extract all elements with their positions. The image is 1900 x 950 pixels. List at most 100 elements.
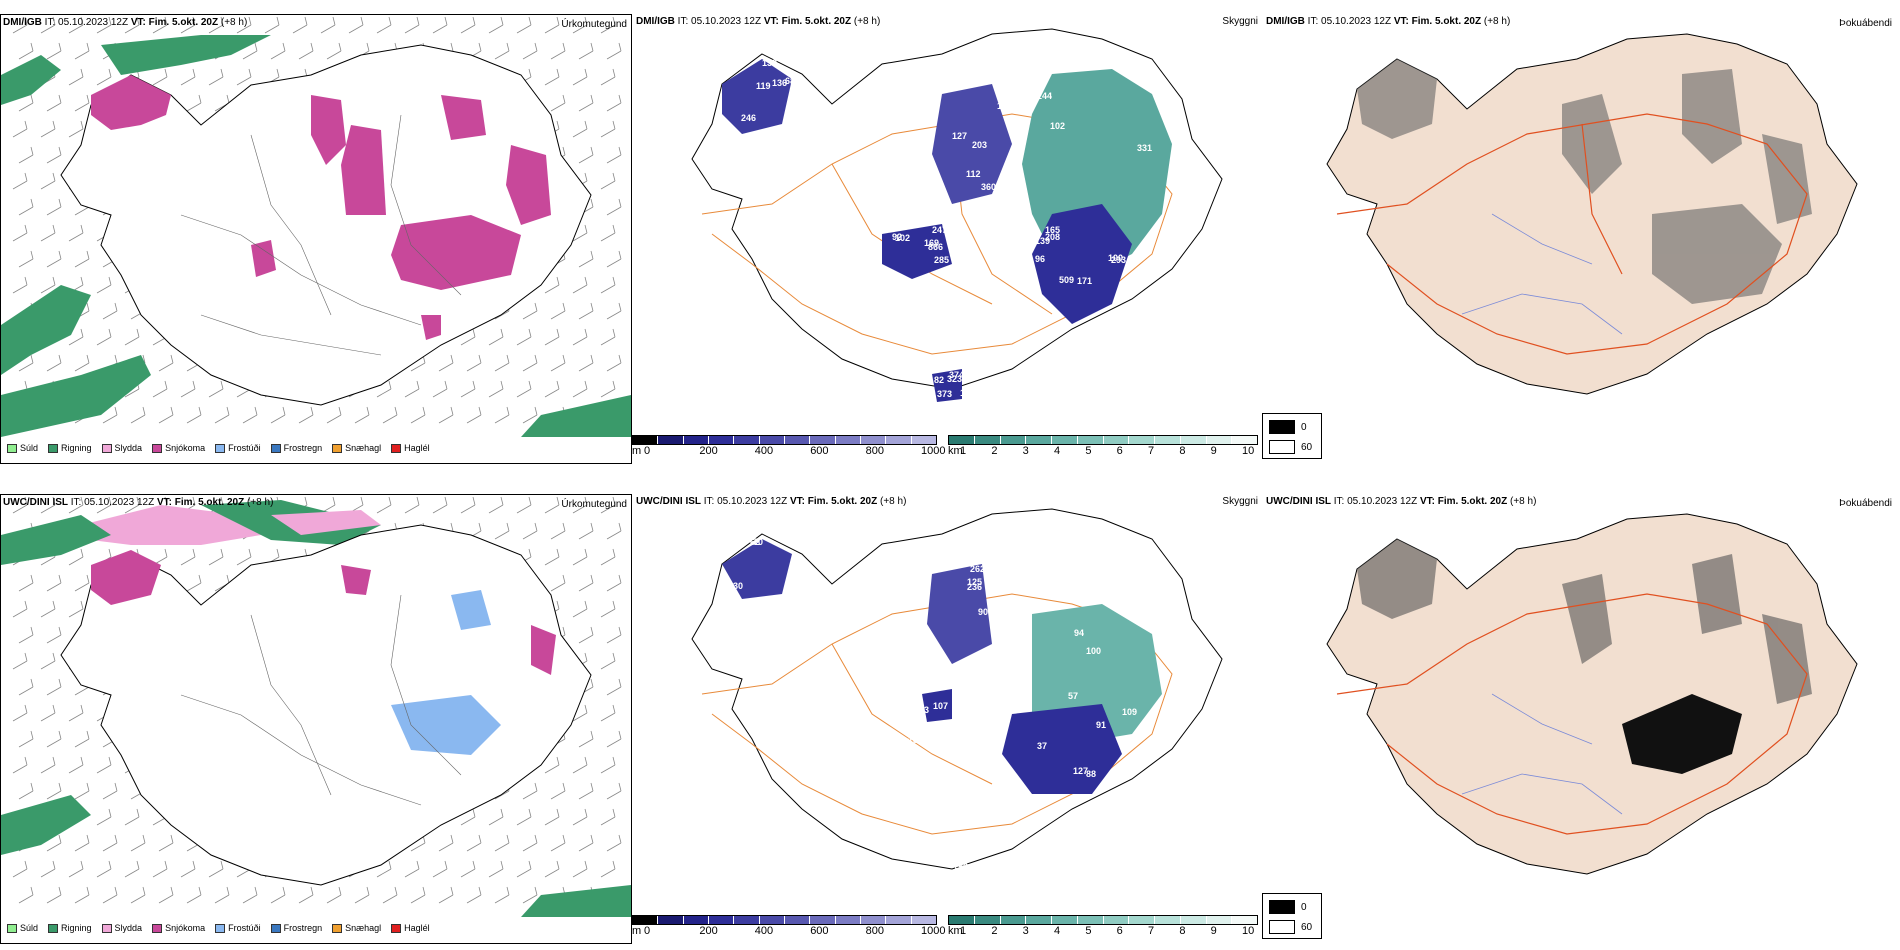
cloud-base-label: 107 (933, 701, 948, 711)
wind-barb (242, 42, 258, 60)
rain-area (521, 395, 631, 437)
fog-title-top: Þokuábendi (1839, 18, 1892, 29)
visibility-tick-label: 7 (1148, 925, 1155, 937)
ceiling-colorbar (632, 915, 937, 925)
wind-barb (516, 860, 532, 878)
wind-barb (516, 496, 532, 514)
precip-legend-item: Súld (7, 443, 38, 453)
snow-area (531, 625, 556, 675)
cloud-title-bottom: Skyggni (1222, 496, 1258, 507)
wind-barb (544, 860, 560, 878)
wind-barb (600, 496, 616, 514)
wind-barb (46, 354, 62, 372)
precip-legend-item: Haglél (391, 443, 430, 453)
visibility-unit: km (948, 445, 963, 457)
fog-title-bottom: Þokuábendi (1839, 498, 1892, 509)
precip-legend-item: Slydda (101, 923, 142, 933)
roads-rivers (180, 114, 462, 356)
wind-barb (12, 276, 28, 294)
visibility-tick-label: 9 (1210, 445, 1217, 457)
snow-area (91, 75, 171, 130)
wind-barb (488, 860, 504, 878)
wind-barb (606, 574, 622, 592)
legend-swatch (391, 443, 402, 453)
wind-barb (18, 730, 34, 748)
wind-barb (432, 496, 448, 514)
wind-barb (494, 886, 510, 904)
wind-barb (320, 16, 336, 34)
wind-barb (544, 16, 560, 34)
visibility-tick-label: 10 (1242, 445, 1255, 457)
visibility-tick-label: 1 (960, 445, 967, 457)
wind-barb (68, 548, 84, 566)
wind-barb (600, 16, 616, 34)
wind-barb (130, 406, 146, 424)
fog-legend-swatch (1269, 420, 1295, 434)
ceiling-color-cell (835, 916, 861, 924)
snow-area (91, 550, 161, 605)
wind-barb (544, 276, 560, 294)
wind-barb (466, 406, 482, 424)
visibility-color-cell (949, 436, 975, 444)
wind-barb (298, 42, 314, 60)
wind-barb (572, 808, 588, 826)
wind-barb (186, 886, 202, 904)
ceiling-area (722, 539, 792, 599)
visibility-tick-label: 2 (991, 925, 998, 937)
wind-barb (186, 406, 202, 424)
wind-barb (12, 652, 28, 670)
wind-barb (208, 548, 224, 566)
wind-barb (550, 42, 566, 60)
precip-legend-item: Slydda (101, 443, 142, 453)
wind-barb (68, 120, 84, 138)
ceiling-color-cell (708, 916, 735, 924)
wind-barb (438, 834, 454, 852)
snow-area (341, 125, 386, 215)
wind-barb (572, 600, 588, 618)
wind-barb (572, 16, 588, 34)
legend-label: Rigning (61, 443, 92, 453)
wind-barb (550, 522, 566, 540)
wind-barb (376, 380, 392, 398)
fog-areas (1357, 59, 1812, 304)
visibility-labels: km 1 2 3 4 5 6 7 8 9 10 (948, 445, 1258, 457)
cloud-base-label: 185 (908, 735, 923, 745)
visibility-tick-label: 10 (1242, 925, 1255, 937)
precip-legend-item: Rigning (48, 923, 92, 933)
precip-legend-top: Súld Rigning Slydda Snjókoma Frostúði Frostre… (1, 443, 631, 453)
rain-area (1, 355, 151, 437)
wind-barb (600, 600, 616, 618)
cloud-base-label: 374 (949, 370, 964, 380)
wind-barb (74, 42, 90, 60)
cloud-base-label: 91 (1096, 720, 1106, 730)
ceiling-area (882, 224, 952, 279)
wind-barb (572, 120, 588, 138)
cloud-base-label: 163 (953, 859, 968, 869)
ceiling-tick-label: 600 (810, 445, 829, 457)
visibility-color-cell (1180, 436, 1207, 444)
ceiling-labels: m 0 200 400 600 800 1000 (632, 445, 945, 457)
roads (1336, 593, 1808, 835)
wind-barb (522, 522, 538, 540)
wind-barb (180, 380, 196, 398)
fog-header-top: DMI/IGB IT: 05.10.2023 12Z VT: Fim. 5.ok… (1266, 16, 1511, 27)
wind-barb (40, 276, 56, 294)
legend-label: Rigning (61, 923, 92, 933)
wind-barb (158, 354, 174, 372)
wind-barb (606, 782, 622, 800)
precip-legend-item: Frostúði (215, 443, 261, 453)
wind-barb (96, 496, 112, 514)
wind-barb (382, 886, 398, 904)
ceiling-color-cell (734, 436, 760, 444)
freezing-drizzle-area (391, 695, 501, 755)
visibility-tick-label: 1 (960, 925, 967, 937)
ceiling-color-cell (759, 916, 785, 924)
wind-barb (354, 886, 370, 904)
visibility-color-cell (1026, 916, 1052, 924)
wind-barb (40, 172, 56, 190)
wind-barb (68, 68, 84, 86)
ceiling-color-cell (658, 916, 684, 924)
wind-barb (18, 678, 34, 696)
wind-barb (578, 250, 594, 268)
precip-legend-item: Frostregn (270, 923, 322, 933)
